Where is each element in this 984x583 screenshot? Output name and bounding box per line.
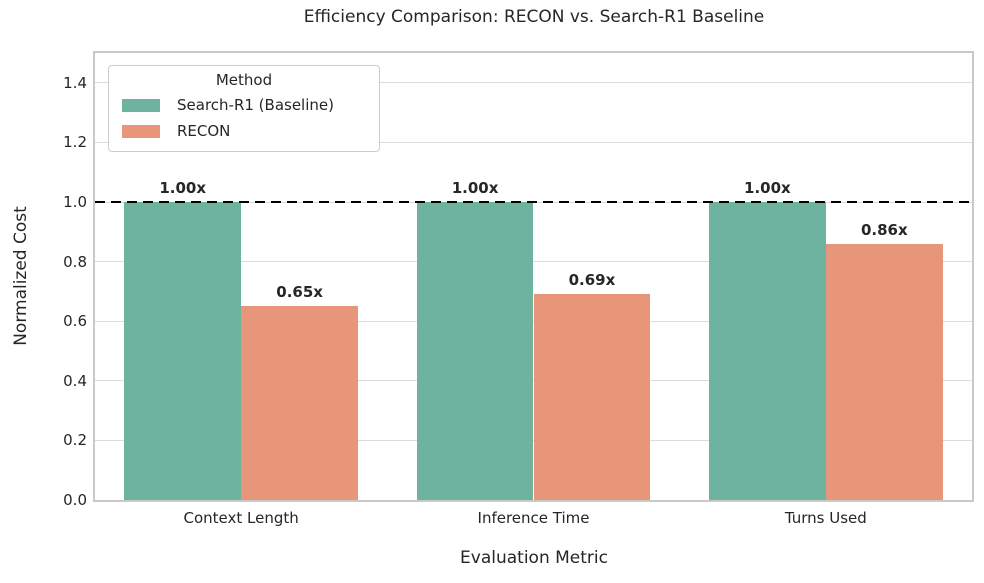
y-tick-label: 1.0 [63, 193, 87, 211]
gridline [95, 141, 972, 143]
legend-entry-label: RECON [177, 122, 231, 140]
legend-swatch [122, 98, 160, 112]
bar [708, 202, 826, 500]
bar-value-label: 0.69x [568, 271, 616, 290]
y-tick-label: 0.2 [63, 431, 87, 450]
y-tick-label: 1.4 [63, 73, 87, 92]
bar [825, 243, 943, 500]
y-tick-label: 0.0 [63, 491, 87, 509]
y-tick-label: 0.4 [63, 371, 87, 390]
bar-value-label: 0.86x [860, 220, 908, 239]
bar [241, 306, 359, 500]
legend-title: Method [215, 71, 273, 89]
bar [124, 202, 242, 500]
gridline [95, 261, 972, 263]
x-axis-label: Evaluation Metric [460, 548, 608, 568]
bar-value-label: 1.00x [451, 179, 499, 197]
legend-entry: Search-R1 (Baseline) [119, 92, 369, 118]
chart-title: Efficiency Comparison: RECON vs. Search-… [303, 7, 765, 27]
plot-area: Method Search-R1 (Baseline) RECON 1.00x 1.… [93, 51, 974, 502]
bar-value-label: 1.00x [159, 179, 207, 197]
legend-entry: RECON [119, 118, 369, 144]
y-tick-label: 1.2 [63, 133, 87, 152]
x-tick-label: Context Length [183, 509, 299, 527]
bar-value-label: 1.00x [744, 179, 791, 197]
legend: Method Search-R1 (Baseline) RECON [108, 65, 380, 152]
legend-entry-label: Search-R1 (Baseline) [177, 96, 334, 114]
bar [533, 294, 651, 500]
bar-value-label: 0.65x [276, 283, 323, 302]
y-tick-label: 0.6 [63, 312, 87, 331]
x-tick-label: Inference Time [477, 509, 590, 527]
legend-swatch [122, 124, 160, 138]
gridline [95, 82, 972, 84]
x-tick-label: Turns Used [784, 509, 867, 527]
y-tick-label: 0.8 [63, 252, 87, 271]
bar [416, 202, 534, 500]
legend-entries: Search-R1 (Baseline) RECON [119, 92, 369, 144]
reference-line [95, 200, 972, 204]
